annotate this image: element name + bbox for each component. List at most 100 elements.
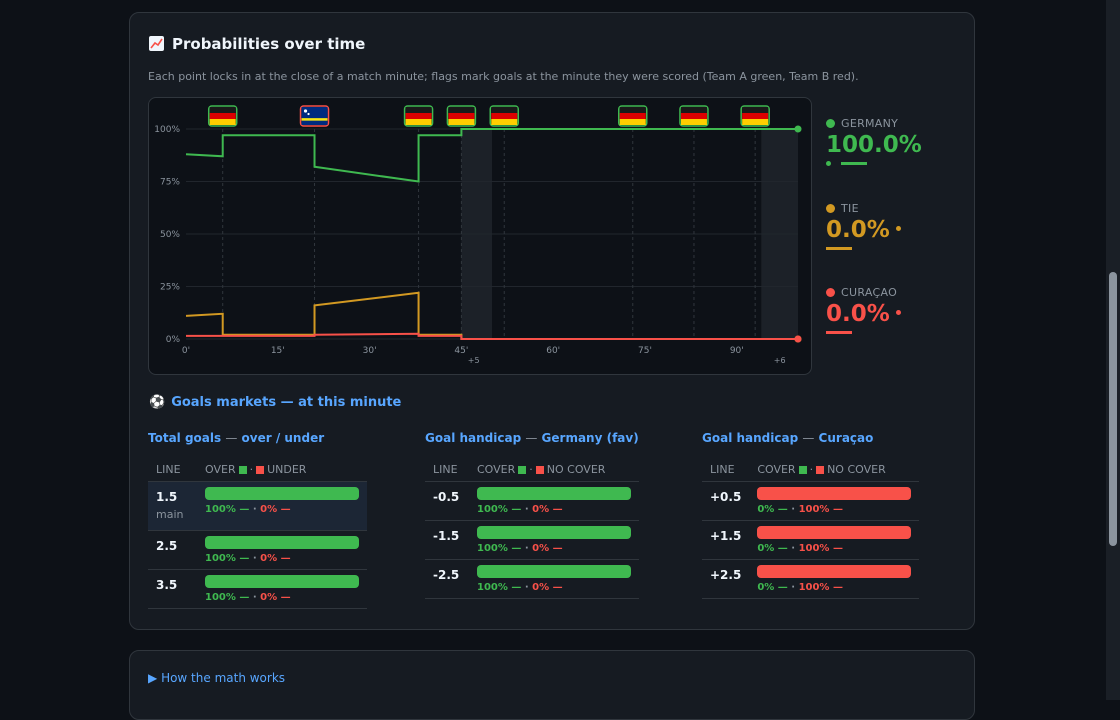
- x-tick-label: 60': [546, 346, 560, 356]
- table-row[interactable]: +1.5 0% — · 100% —: [702, 520, 920, 560]
- green-square-icon: [518, 465, 527, 474]
- probability-chart[interactable]: 0% 25% 50% 75% 100% 0' 15' 30' 45' 60' 75' 90' +5 +6: [148, 97, 812, 375]
- market-table: LINE OVER · UNDER 1.5 main 100% — · 0% — 2.…: [148, 457, 367, 609]
- line-value: +2.5: [710, 568, 742, 582]
- x-tick-label: 30': [363, 346, 377, 356]
- how-math-works-toggle[interactable]: ▶ How the math works: [148, 671, 285, 685]
- probability-bar: [477, 487, 631, 500]
- line-value: +0.5: [710, 490, 742, 504]
- table-row[interactable]: -1.5 100% — · 0% —: [425, 520, 639, 560]
- legend-name: CURAÇAO: [841, 286, 898, 299]
- legend-sparkline: [826, 246, 901, 252]
- goals-markets-title-text: Goals markets — at this minute: [171, 395, 402, 410]
- series-line-curaçao: [186, 332, 798, 340]
- col-line: LINE: [702, 457, 750, 482]
- market-table: LINE COVER · NO COVER +0.5 0% — · 100% — +…: [702, 457, 920, 599]
- table-row[interactable]: -2.5 100% — · 0% —: [425, 559, 639, 599]
- flag-germany-stripe-gold: [209, 119, 236, 125]
- flag-curacao-star: [303, 109, 308, 113]
- legend-dot: [826, 119, 835, 128]
- legend-value: 0.0%: [826, 301, 890, 327]
- flag-curacao-stripe: [301, 118, 328, 121]
- flag-germany-stripe-black: [742, 107, 769, 113]
- red-square-icon: [816, 465, 825, 474]
- flag-germany-stripe-black: [448, 107, 475, 113]
- card-description: Each point locks in at the close of a ma…: [148, 70, 859, 83]
- line-value: +1.5: [710, 529, 742, 543]
- legend-item-curacao: CURAÇAO 0.0%: [826, 286, 901, 336]
- line-value: -2.5: [433, 568, 460, 582]
- flag-germany-stripe-red: [680, 113, 707, 119]
- legend-name: TIE: [841, 202, 859, 215]
- market-total-goals: Total goals — over / under LINE OVER · UND…: [148, 431, 367, 609]
- flag-germany-stripe-black: [209, 107, 236, 113]
- probability-bar: [757, 565, 912, 578]
- y-tick-label: 75%: [160, 178, 180, 188]
- y-tick-label: 50%: [160, 230, 180, 240]
- probability-bar: [205, 536, 359, 549]
- card-title: Probabilities over time: [149, 35, 365, 53]
- flag-germany-stripe-black: [619, 107, 646, 113]
- scrollbar-thumb[interactable]: [1109, 272, 1117, 546]
- flag-germany-stripe-red: [448, 113, 475, 119]
- market-table: LINE COVER · NO COVER -0.5 100% — · 0% — -…: [425, 457, 639, 599]
- goal-flag-germany-border: [679, 105, 709, 127]
- chart-increasing-icon: [149, 36, 164, 51]
- legend-dot: [826, 288, 835, 297]
- red-square-icon: [256, 465, 265, 474]
- goal-flag-germany-border: [740, 105, 770, 127]
- line-value: -0.5: [433, 490, 460, 504]
- line-value: 1.5: [156, 490, 178, 504]
- legend-value: 0.0%: [826, 217, 890, 243]
- x-tick-label: 0': [182, 346, 190, 356]
- flag-germany-stripe-gold: [742, 119, 769, 125]
- flag-germany-stripe-black: [491, 107, 518, 113]
- legend-dot: [826, 204, 835, 213]
- flag-germany-stripe-gold: [405, 119, 432, 125]
- series-endpoint: [794, 125, 802, 133]
- probability-bar: [757, 526, 912, 539]
- line-value: 2.5: [156, 539, 178, 553]
- flag-germany-stripe-black: [405, 107, 432, 113]
- market-handicap-germany: Goal handicap — Germany (fav) LINE COVER…: [425, 431, 639, 599]
- line-sub: main: [156, 508, 184, 521]
- market-title: Goal handicap — Curaçao: [702, 431, 874, 445]
- table-row[interactable]: 2.5 100% — · 0% —: [148, 530, 367, 570]
- legend-item-tie: TIE 0.0%: [826, 202, 901, 252]
- table-row[interactable]: 3.5 100% — · 0% —: [148, 569, 367, 609]
- table-row[interactable]: +2.5 0% — · 100% —: [702, 559, 920, 599]
- how-math-works-label: How the math works: [161, 671, 286, 685]
- market-title: Total goals — over / under: [148, 431, 325, 445]
- goal-flag-germany-border: [207, 105, 238, 127]
- goal-flag-germany-border: [618, 105, 648, 127]
- x-tick-label: 15': [271, 346, 285, 356]
- table-row[interactable]: -0.5 100% — · 0% —: [425, 481, 639, 521]
- red-square-icon: [535, 465, 544, 474]
- probability-bar: [205, 575, 359, 588]
- goal-flag-germany-border: [446, 105, 477, 127]
- series-line-germany: [185, 128, 798, 183]
- market-handicap-curacao: Goal handicap — Curaçao LINE COVER · NO CO…: [702, 431, 920, 599]
- goal-flag-germany-border: [403, 105, 434, 127]
- probability-bar: [477, 565, 631, 578]
- col-line: LINE: [425, 457, 469, 482]
- table-row[interactable]: +0.5 0% — · 100% —: [702, 481, 920, 521]
- table-row[interactable]: 1.5 main 100% — · 0% —: [148, 481, 367, 531]
- y-tick-label: 100%: [154, 125, 180, 135]
- col-line: LINE: [148, 457, 197, 482]
- flag-germany-stripe-red: [619, 113, 646, 119]
- legend-item-germany: GERMANY 100.0%: [826, 117, 922, 167]
- card-title-text: Probabilities over time: [172, 35, 366, 53]
- flag-germany-stripe-gold: [619, 119, 646, 125]
- flag-germany-stripe-red: [742, 113, 769, 119]
- flag-germany-stripe-red: [405, 113, 432, 119]
- scrollbar[interactable]: [1106, 0, 1120, 700]
- col-outcomes: OVER · UNDER: [197, 457, 367, 482]
- goals-markets-title: ⚽ Goals markets — at this minute: [149, 395, 401, 410]
- market-title: Goal handicap — Germany (fav): [425, 431, 639, 445]
- x-tick-label: 90': [730, 346, 744, 356]
- col-outcomes: COVER · NO COVER: [749, 457, 920, 482]
- flag-germany-stripe-gold: [491, 119, 518, 125]
- math-card: ▶ How the math works: [129, 650, 975, 720]
- flag-germany-stripe-red: [491, 113, 518, 119]
